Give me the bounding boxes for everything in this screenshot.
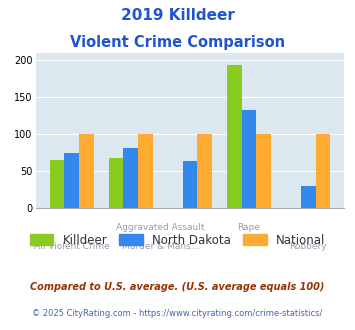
Bar [50,160,64,208]
Text: Murder & Mans...: Murder & Mans... [122,242,199,251]
Bar [227,65,242,208]
Text: Rape: Rape [237,223,261,232]
Bar [124,148,138,208]
Text: All Violent Crime: All Violent Crime [34,242,110,251]
Bar [138,134,153,208]
Text: Aggravated Assault: Aggravated Assault [116,223,204,232]
Text: Robbery: Robbery [289,242,327,251]
Text: Violent Crime Comparison: Violent Crime Comparison [70,35,285,50]
Bar [242,110,256,208]
Text: Compared to U.S. average. (U.S. average equals 100): Compared to U.S. average. (U.S. average … [30,282,325,292]
Bar [301,186,316,208]
Bar [197,134,212,208]
Legend: Killdeer, North Dakota, National: Killdeer, North Dakota, National [25,229,330,251]
Bar [79,134,94,208]
Text: 2019 Killdeer: 2019 Killdeer [121,8,234,23]
Text: © 2025 CityRating.com - https://www.cityrating.com/crime-statistics/: © 2025 CityRating.com - https://www.city… [32,309,323,317]
Bar [109,158,124,208]
Bar [256,134,271,208]
Bar [316,134,330,208]
Bar [64,152,79,208]
Bar [182,161,197,208]
